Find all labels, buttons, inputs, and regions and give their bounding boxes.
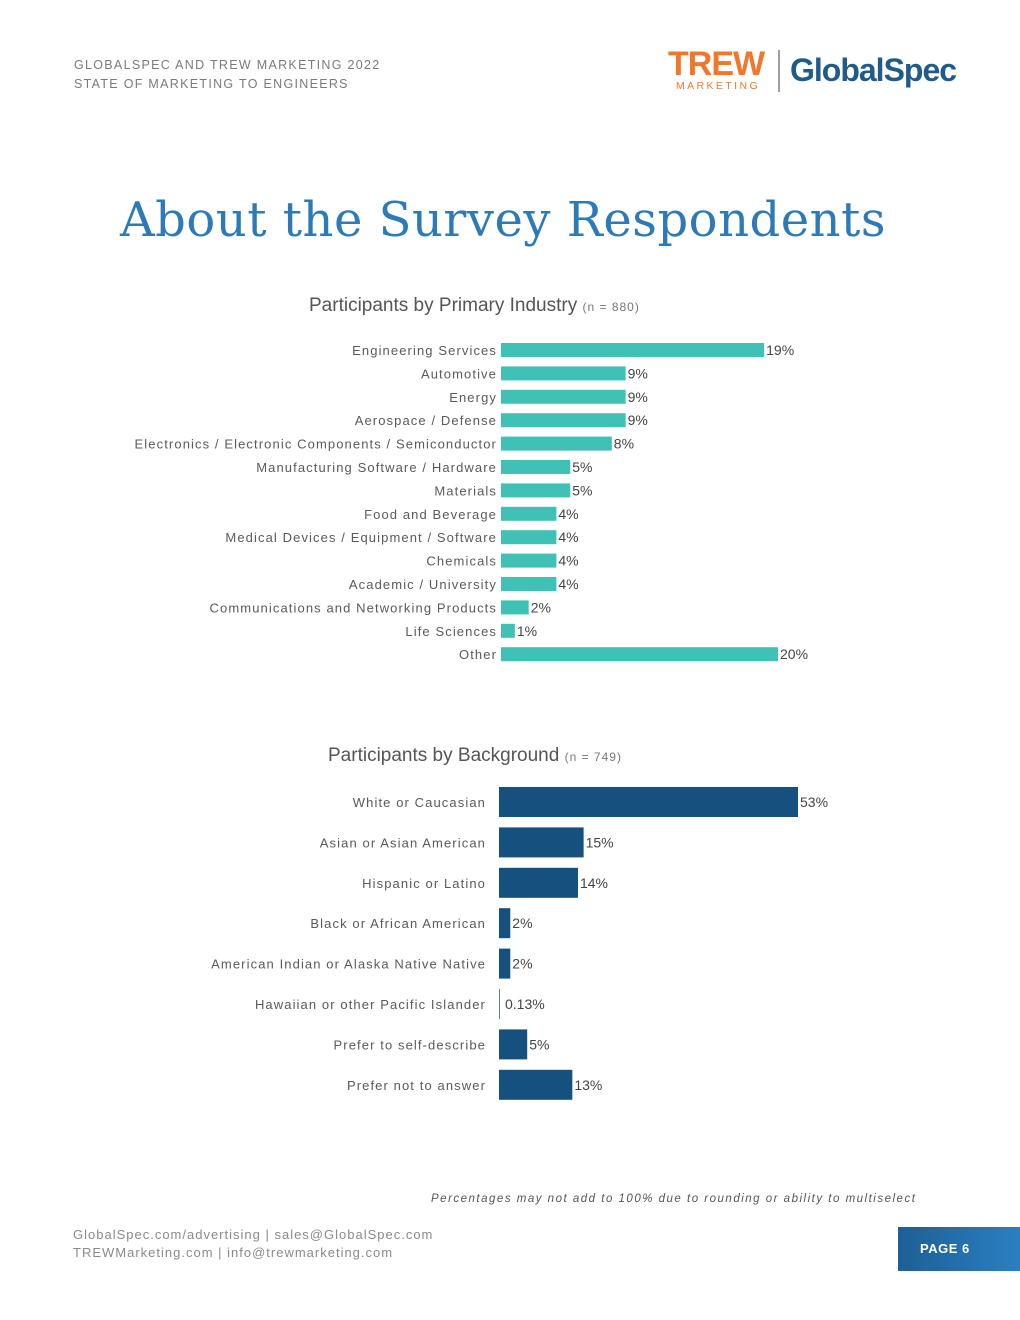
industry-value-label: 2% bbox=[531, 599, 551, 615]
background-bar bbox=[499, 989, 500, 1019]
industry-category-label: Electronics / Electronic Components / Se… bbox=[135, 437, 497, 452]
industry-category-label: Medical Devices / Equipment / Software bbox=[225, 530, 497, 545]
background-category-label: White or Caucasian bbox=[353, 795, 486, 810]
industry-category-label: Academic / University bbox=[349, 577, 497, 592]
footnote: Percentages may not add to 100% due to r… bbox=[431, 1193, 917, 1205]
industry-value-label: 5% bbox=[572, 459, 592, 475]
background-chart-sample-size: (n = 749) bbox=[564, 750, 622, 764]
background-bar bbox=[499, 787, 798, 817]
footer-globalspec-contact: GlobalSpec.com/advertising | sales@Globa… bbox=[73, 1227, 434, 1242]
industry-value-label: 9% bbox=[628, 389, 648, 405]
industry-bar bbox=[501, 600, 529, 615]
globalspec-logo-wordmark: GlobalSpec bbox=[790, 52, 957, 88]
industry-bar bbox=[501, 623, 515, 638]
industry-bar bbox=[501, 647, 778, 662]
background-category-label: Hawaiian or other Pacific Islander bbox=[255, 997, 486, 1012]
background-value-label: 13% bbox=[574, 1077, 602, 1093]
industry-bar bbox=[501, 366, 626, 381]
industry-bar-chart: Engineering Services 19% Automotive 9% Energ… bbox=[135, 342, 809, 662]
industry-value-label: 8% bbox=[614, 436, 634, 452]
industry-bar bbox=[501, 436, 612, 451]
industry-value-label: 1% bbox=[517, 623, 537, 639]
background-bar-chart: White or Caucasian 53% Asian or Asian Amer… bbox=[211, 787, 828, 1100]
background-bar bbox=[499, 827, 584, 858]
industry-value-label: 9% bbox=[628, 365, 648, 381]
industry-category-label: Automotive bbox=[421, 366, 497, 381]
header-report-subtitle: STATE OF MARKETING TO ENGINEERS bbox=[74, 77, 349, 91]
background-value-label: 15% bbox=[586, 834, 614, 850]
background-value-label: 2% bbox=[512, 956, 532, 972]
industry-bar bbox=[501, 389, 626, 404]
industry-bar bbox=[501, 483, 571, 498]
industry-category-label: Manufacturing Software / Hardware bbox=[256, 460, 497, 475]
industry-bar bbox=[501, 343, 765, 357]
industry-bar bbox=[501, 506, 557, 521]
background-value-label: 53% bbox=[800, 794, 828, 810]
industry-bar bbox=[501, 530, 557, 545]
page-title: About the Survey Respondents bbox=[120, 192, 886, 248]
industry-value-label: 20% bbox=[780, 646, 808, 662]
industry-category-label: Life Sciences bbox=[405, 624, 497, 639]
background-category-label: Prefer to self-describe bbox=[334, 1037, 486, 1052]
background-value-label: 2% bbox=[512, 915, 532, 931]
background-category-label: American Indian or Alaska Native Native bbox=[211, 957, 486, 972]
industry-category-label: Communications and Networking Products bbox=[210, 600, 497, 615]
background-category-label: Hispanic or Latino bbox=[362, 876, 486, 891]
industry-chart-sample-size: (n = 880) bbox=[582, 300, 640, 314]
industry-value-label: 4% bbox=[558, 506, 578, 522]
industry-bar bbox=[501, 577, 557, 591]
footer-trew-contact: TREWMarketing.com | info@trewmarketing.c… bbox=[73, 1245, 394, 1260]
background-chart-title: Participants by Background (n = 749) bbox=[328, 745, 622, 767]
industry-bar bbox=[501, 460, 571, 474]
background-category-label: Black or African American bbox=[310, 916, 486, 931]
background-value-label: 14% bbox=[580, 875, 608, 891]
industry-value-label: 19% bbox=[766, 342, 794, 358]
background-bar bbox=[499, 948, 511, 979]
header-report-name: GLOBALSPEC AND TREW MARKETING 2022 bbox=[74, 58, 381, 72]
page-number-badge: PAGE 6 bbox=[898, 1227, 1020, 1271]
background-value-label: 0.13% bbox=[505, 996, 545, 1012]
industry-category-label: Other bbox=[459, 647, 497, 662]
industry-chart-title: Participants by Primary Industry (n = 88… bbox=[309, 295, 640, 317]
industry-category-label: Chemicals bbox=[426, 554, 497, 569]
industry-value-label: 5% bbox=[572, 482, 592, 498]
background-bar bbox=[499, 1069, 573, 1100]
trew-logo-wordmark: TREW bbox=[668, 45, 765, 83]
background-bar bbox=[499, 908, 511, 939]
industry-category-label: Energy bbox=[449, 390, 497, 405]
background-chart-title-text: Participants by Background bbox=[328, 745, 560, 766]
background-bar bbox=[499, 867, 578, 898]
brand-logo: TREW MARKETING GlobalSpec bbox=[668, 46, 958, 96]
industry-value-label: 9% bbox=[628, 412, 648, 428]
industry-category-label: Aerospace / Defense bbox=[355, 413, 497, 428]
background-value-label: 5% bbox=[529, 1036, 549, 1052]
industry-value-label: 4% bbox=[558, 553, 578, 569]
industry-value-label: 4% bbox=[558, 576, 578, 592]
industry-value-label: 4% bbox=[558, 529, 578, 545]
industry-chart-title-text: Participants by Primary Industry bbox=[309, 295, 578, 316]
industry-category-label: Engineering Services bbox=[352, 343, 497, 358]
logo-divider bbox=[778, 50, 780, 92]
trew-logo-subtext: MARKETING bbox=[676, 80, 761, 92]
industry-category-label: Materials bbox=[434, 483, 497, 498]
industry-bar bbox=[501, 413, 626, 428]
industry-category-label: Food and Beverage bbox=[364, 507, 497, 522]
background-category-label: Prefer not to answer bbox=[347, 1078, 486, 1093]
industry-bar bbox=[501, 553, 557, 568]
background-bar bbox=[499, 1029, 528, 1060]
background-category-label: Asian or Asian American bbox=[320, 835, 486, 850]
